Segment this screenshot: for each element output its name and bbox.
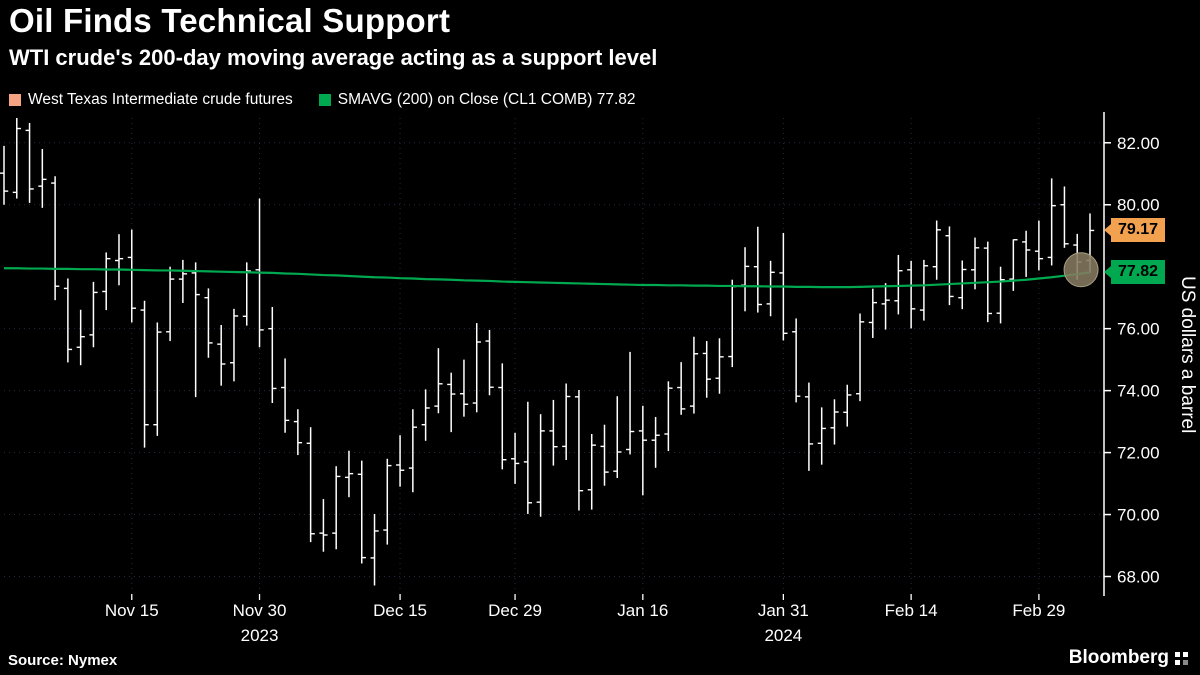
y-tick-label: 76.00 bbox=[1117, 320, 1160, 339]
x-tick-label: Nov 15 bbox=[105, 601, 159, 620]
last-price-badge: 79.17 bbox=[1104, 218, 1166, 243]
y-tick-label: 68.00 bbox=[1117, 568, 1160, 587]
last-price-value: 79.17 bbox=[1111, 218, 1166, 243]
x-tick-label: Dec 29 bbox=[488, 601, 542, 620]
smavg-legend-label: SMAVG (200) on Close (CL1 COMB) 77.82 bbox=[337, 91, 636, 108]
legend-item-smavg: SMAVG (200) on Close (CL1 COMB) 77.82 bbox=[318, 91, 636, 109]
x-tick-label: Feb 14 bbox=[885, 601, 938, 620]
x-tick-label: Dec 15 bbox=[373, 601, 427, 620]
source-label: Source: Nymex bbox=[8, 652, 118, 669]
bloomberg-mark-icon bbox=[1175, 651, 1188, 665]
badge-pointer-icon bbox=[1104, 224, 1111, 237]
year-label: 2024 bbox=[764, 626, 802, 645]
y-tick-label: 72.00 bbox=[1117, 444, 1160, 463]
smavg-line bbox=[4, 267, 1091, 289]
y-tick-label: 74.00 bbox=[1117, 382, 1160, 401]
x-tick-label: Nov 30 bbox=[233, 601, 287, 620]
y-axis-title: US dollars a barrel bbox=[1177, 276, 1198, 434]
bloomberg-logo: Bloomberg bbox=[1069, 647, 1188, 669]
y-tick-label: 70.00 bbox=[1117, 506, 1160, 525]
x-tick-label: Jan 16 bbox=[617, 601, 668, 620]
x-axis: Nov 15 Nov 30 Dec 15 Dec 29 Jan 16 Jan 31 Feb … bbox=[105, 594, 1065, 645]
smavg-series-swatch-icon bbox=[318, 94, 331, 106]
legend-item-wti: West Texas Intermediate crude futures bbox=[9, 91, 293, 109]
chart-legend: West Texas Intermediate crude futures SM… bbox=[9, 91, 636, 109]
grid-lines bbox=[4, 118, 1104, 592]
y-tick-label: 80.00 bbox=[1117, 196, 1160, 215]
y-tick-label: 82.00 bbox=[1117, 134, 1160, 153]
smavg-price-badge: 77.82 bbox=[1104, 260, 1166, 285]
year-label: 2023 bbox=[241, 626, 279, 645]
wti-series-swatch-icon bbox=[9, 94, 21, 106]
bloomberg-wordmark: Bloomberg bbox=[1068, 647, 1169, 668]
smavg-price-value: 77.82 bbox=[1111, 260, 1166, 285]
page-title: Oil Finds Technical Support bbox=[9, 2, 451, 39]
page-subtitle: WTI crude's 200-day moving average actin… bbox=[9, 45, 658, 70]
x-tick-label: Jan 31 bbox=[758, 601, 809, 620]
support-highlight bbox=[1063, 252, 1099, 288]
y-axis: 82.00 80.00 76.00 74.00 72.00 70.00 68.00 bbox=[1103, 112, 1160, 596]
x-tick-label: Feb 29 bbox=[1012, 601, 1065, 620]
wti-legend-label: West Texas Intermediate crude futures bbox=[28, 91, 293, 108]
badge-pointer-icon bbox=[1104, 266, 1111, 279]
ohlc-bars bbox=[0, 118, 1095, 586]
